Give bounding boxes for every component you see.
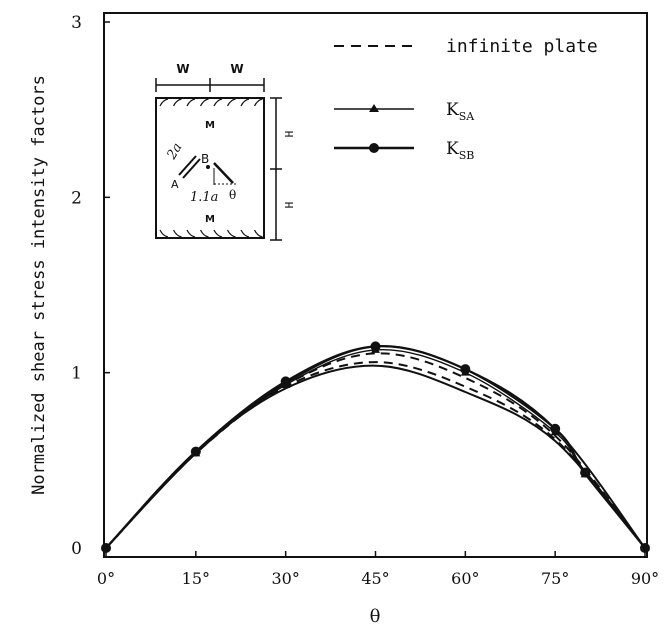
- legend-marker-ksb: [369, 143, 379, 153]
- inset-plate: [155, 97, 265, 239]
- inset-hatch-mark: [172, 229, 182, 238]
- x-tick-label: 60°: [451, 569, 479, 588]
- inset-hatch-mark: [186, 229, 196, 238]
- inset-hatch-mark: [199, 98, 209, 107]
- legend-label-ksa: KSA: [446, 100, 475, 123]
- inset-label-h2: H: [283, 202, 296, 209]
- inset-crack-a: [178, 155, 197, 176]
- x-axis-label: θ: [370, 606, 381, 627]
- inset-label-m-top: M: [205, 120, 215, 131]
- y-axis-ticks: 0 1 2 3: [71, 13, 110, 559]
- x-tick-label: 15°: [182, 569, 210, 588]
- legend: infinite plate KSA KSB: [334, 36, 598, 162]
- inset-hatch-mark: [253, 229, 263, 238]
- curves: [105, 345, 646, 549]
- inset-hatch-mark: [226, 98, 236, 107]
- y-tick-label: 1: [71, 364, 82, 384]
- x-tick-label: 90°: [631, 569, 659, 588]
- inset-hatch-mark: [253, 98, 263, 107]
- inset-angle-line: [213, 162, 234, 184]
- inset-hatch-mark: [159, 229, 169, 238]
- data-point-ksb: [460, 364, 471, 375]
- data-point-ksb: [550, 423, 561, 434]
- inset-label-a: A: [171, 178, 179, 191]
- data-point-ksb: [640, 543, 650, 553]
- legend-label-ksb: KSB: [446, 139, 474, 162]
- inset-hatch-mark: [159, 98, 169, 107]
- inset-label-theta: θ: [229, 188, 236, 202]
- y-tick-label: 2: [71, 188, 82, 208]
- data-point-ksb: [190, 446, 201, 457]
- legend-marker-ksa: [369, 104, 379, 112]
- data-point-ksb: [580, 467, 591, 478]
- inset-hatch-mark: [240, 229, 250, 238]
- y-tick-label: 3: [71, 13, 82, 33]
- y-axis-label: Normalized shear stress intensity factor…: [29, 75, 49, 495]
- inset-hatch-mark: [240, 98, 250, 107]
- inset-clamp-hatch-bottom: [159, 229, 263, 238]
- y-tick-label: 0: [71, 539, 82, 559]
- inset-label-w1: W: [176, 62, 189, 76]
- data-point-ksb: [101, 543, 111, 553]
- curve-dashed: [105, 361, 646, 549]
- specimen-inset: W W M M H H 2a A B 1.1a θ: [155, 62, 296, 241]
- inset-point-b-marker: [206, 165, 210, 169]
- series: [101, 341, 650, 553]
- inset-hatch-mark: [226, 229, 236, 238]
- inset-label-b: B: [201, 152, 209, 166]
- inset-hatch-mark: [213, 229, 223, 238]
- curve-solid: [105, 364, 646, 549]
- inset-hatch-mark: [199, 229, 209, 238]
- x-axis-ticks: 0° 15° 30° 45° 60° 75° 90°: [97, 551, 659, 588]
- inset-label-w2: W: [230, 62, 243, 76]
- inset-crack-b: [182, 158, 201, 179]
- data-point-ksb: [280, 376, 291, 387]
- x-tick-label: 0°: [97, 569, 115, 588]
- inset-label-h1: H: [283, 131, 296, 138]
- inset-hatch-mark: [186, 98, 196, 107]
- inset-label-2a: 2a: [164, 141, 186, 163]
- inset-hatch-mark: [213, 98, 223, 107]
- plot-frame: [103, 12, 648, 558]
- x-tick-label: 30°: [271, 569, 299, 588]
- legend-label-infinite-plate: infinite plate: [446, 36, 598, 57]
- inset-label-offset: 1.1a: [190, 190, 218, 205]
- inset-clamp-hatch-top: [159, 98, 263, 107]
- inset-hatch-mark: [172, 98, 182, 107]
- x-tick-label: 45°: [361, 569, 389, 588]
- data-point-ksb: [370, 341, 381, 352]
- x-tick-label: 75°: [541, 569, 569, 588]
- inset-label-m-bottom: M: [205, 214, 215, 225]
